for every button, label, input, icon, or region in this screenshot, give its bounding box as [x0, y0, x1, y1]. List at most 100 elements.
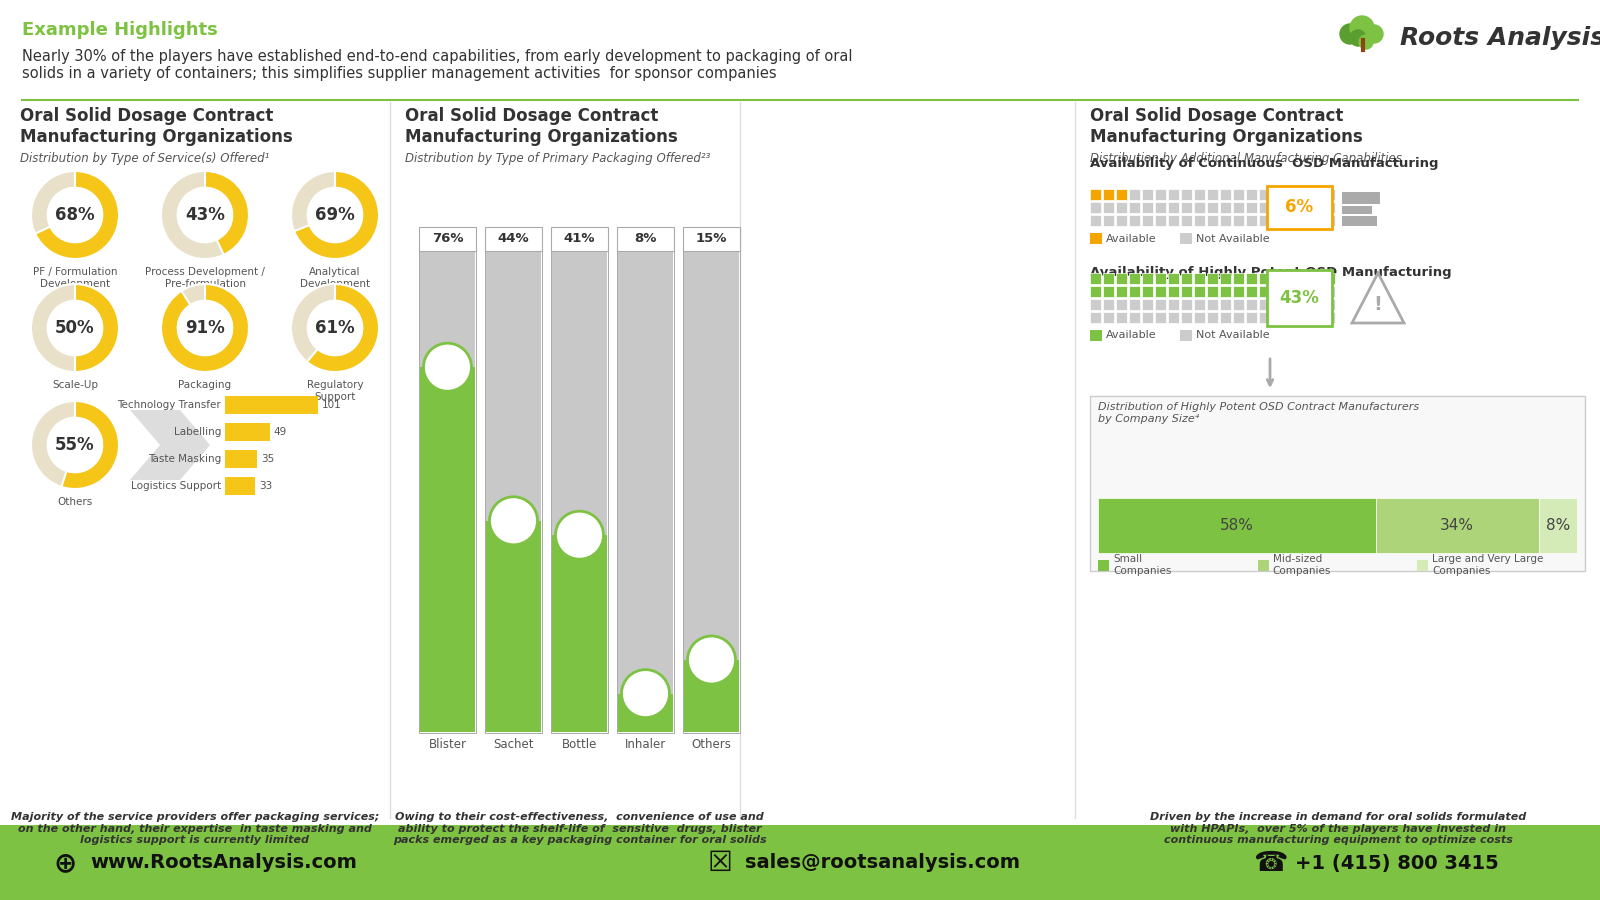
Bar [1246, 312, 1258, 323]
Circle shape [48, 418, 102, 472]
Wedge shape [291, 284, 379, 372]
Circle shape [1350, 16, 1374, 40]
Circle shape [178, 301, 232, 356]
Text: 33: 33 [259, 481, 272, 491]
Text: Others: Others [691, 738, 731, 751]
Circle shape [48, 301, 102, 356]
Bar [1234, 312, 1245, 323]
Bar [1090, 189, 1101, 200]
Bar [1221, 215, 1230, 226]
Text: 8%: 8% [634, 232, 656, 246]
Bar [1090, 273, 1101, 284]
Text: ☒: ☒ [707, 849, 733, 877]
Text: Majority of the service providers offer packaging services;
on the other hand, t: Majority of the service providers offer … [11, 812, 379, 845]
Text: Others: Others [58, 497, 93, 507]
Wedge shape [30, 284, 118, 372]
Bar [1155, 189, 1166, 200]
Bar [1285, 273, 1296, 284]
Bar [1117, 273, 1126, 284]
Bar [226, 396, 317, 414]
Wedge shape [162, 171, 250, 259]
Bar [1102, 273, 1114, 284]
Text: Availability of Highly Potent OSD Manufacturing: Availability of Highly Potent OSD Manufa… [1090, 266, 1451, 279]
Bar [550, 251, 608, 733]
Bar [1090, 312, 1101, 323]
Bar [1102, 189, 1114, 200]
Bar [1310, 299, 1322, 310]
Bar [1221, 273, 1230, 284]
Bar [1272, 312, 1283, 323]
Bar [1310, 312, 1322, 323]
Bar [1206, 299, 1218, 310]
Bar [1234, 286, 1245, 297]
Wedge shape [307, 284, 379, 372]
Bar [1234, 202, 1245, 213]
Text: Packaging: Packaging [179, 380, 232, 390]
Bar [1342, 192, 1379, 204]
Text: Driven by the increase in demand for oral solids formulated
with HPAPIs,  over 5: Driven by the increase in demand for ora… [1150, 812, 1526, 845]
Bar [1259, 286, 1270, 297]
Text: Analytical
Development: Analytical Development [299, 267, 370, 289]
Bar [1181, 189, 1192, 200]
Bar [1090, 202, 1101, 213]
Text: 101: 101 [322, 400, 341, 410]
Text: Roots Analysis: Roots Analysis [1400, 26, 1600, 50]
Text: 43%: 43% [186, 206, 226, 224]
Circle shape [178, 188, 232, 242]
Bar [1194, 202, 1205, 213]
Wedge shape [162, 284, 250, 372]
Bar [1285, 189, 1296, 200]
Bar [1325, 286, 1334, 297]
Bar [1246, 215, 1258, 226]
Bar [1142, 215, 1154, 226]
Bar [1117, 299, 1126, 310]
FancyBboxPatch shape [1267, 186, 1331, 229]
Circle shape [307, 301, 362, 356]
Bar [1246, 299, 1258, 310]
Bar [1181, 299, 1192, 310]
Text: 44%: 44% [498, 232, 530, 246]
Text: Bottle: Bottle [562, 738, 597, 751]
Text: 55%: 55% [54, 436, 94, 454]
Bar [1298, 202, 1309, 213]
Bar [1310, 286, 1322, 297]
Bar [486, 521, 541, 732]
Bar [1298, 286, 1309, 297]
Text: Labelling: Labelling [174, 427, 221, 437]
Bar [1102, 202, 1114, 213]
Bar [1098, 560, 1109, 571]
Text: Logistics Support: Logistics Support [131, 481, 221, 491]
Bar [1234, 273, 1245, 284]
Text: Scale-Up: Scale-Up [51, 380, 98, 390]
Bar [419, 367, 475, 732]
Bar [685, 660, 739, 732]
FancyBboxPatch shape [419, 227, 477, 251]
Bar [1168, 312, 1179, 323]
Text: 68%: 68% [54, 206, 94, 224]
Circle shape [424, 343, 472, 392]
Bar [1168, 299, 1179, 310]
Text: PF / Formulation
Development: PF / Formulation Development [32, 267, 117, 289]
Bar [1539, 498, 1578, 553]
Text: +1 (415) 800 3415: +1 (415) 800 3415 [1294, 853, 1499, 872]
Bar [1102, 299, 1114, 310]
Bar [1155, 286, 1166, 297]
Bar [1155, 202, 1166, 213]
Text: Available: Available [1106, 233, 1157, 244]
Text: Distribution by Additional Manufacturing Capabilities: Distribution by Additional Manufacturing… [1090, 152, 1402, 165]
Bar [1272, 189, 1283, 200]
Bar [1194, 273, 1205, 284]
Bar [1234, 215, 1245, 226]
Bar [1168, 215, 1179, 226]
Text: 34%: 34% [1440, 518, 1474, 533]
Bar [552, 536, 606, 732]
Bar [1342, 206, 1373, 214]
Text: 50%: 50% [54, 319, 94, 337]
Bar [1130, 273, 1139, 284]
Circle shape [490, 497, 538, 544]
Bar [1142, 312, 1154, 323]
Bar [1298, 299, 1309, 310]
Bar [1130, 312, 1139, 323]
Wedge shape [294, 171, 379, 259]
Text: Nearly 30% of the players have established end-to-end capabilities, from early d: Nearly 30% of the players have establish… [22, 49, 853, 81]
